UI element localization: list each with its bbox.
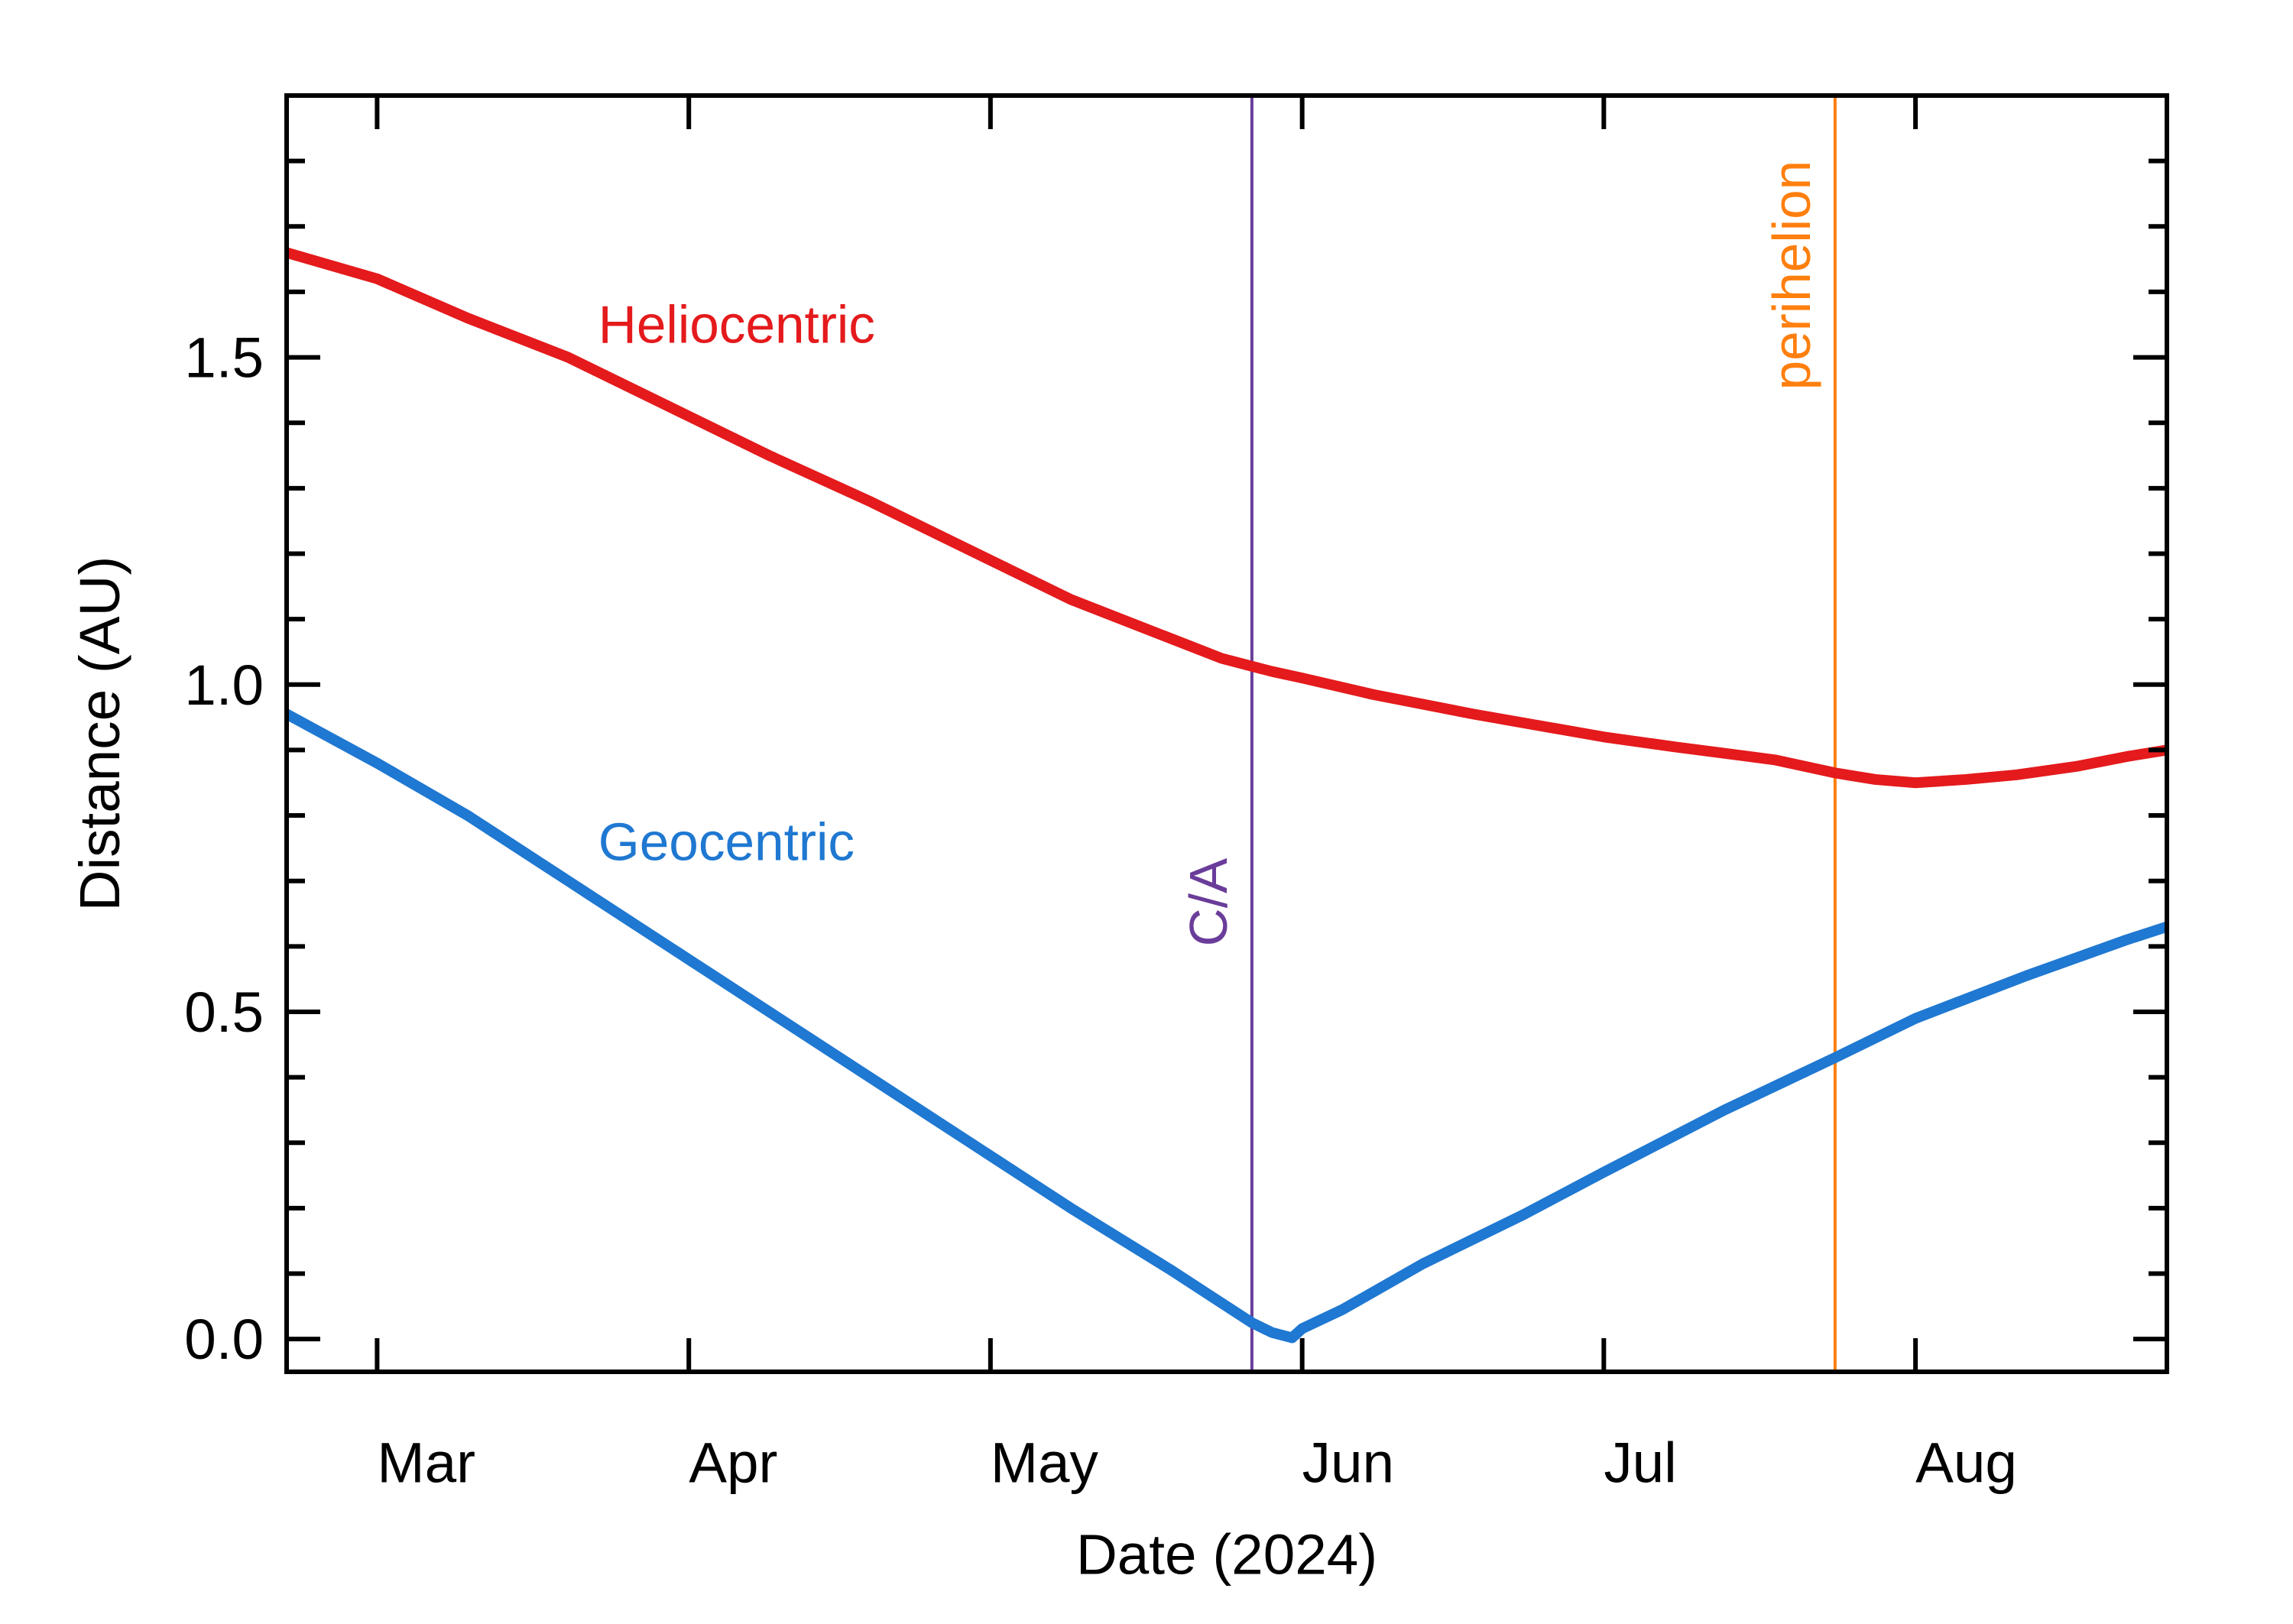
heliocentric-label: Heliocentric (598, 295, 875, 355)
x-tick-label: May (991, 1430, 1099, 1494)
perihelion-label: perihelion (1762, 160, 1821, 391)
y-tick-label: 1.0 (184, 653, 264, 717)
x-tick-label: Apr (689, 1430, 777, 1494)
distance-chart: Heliocentric Geocentric C/A perihelion Mar Ap… (0, 0, 2293, 1624)
x-tick-label: Aug (1915, 1430, 2017, 1494)
x-axis-label: Date (2024) (1076, 1522, 1377, 1586)
y-tick-label: 1.5 (184, 326, 264, 390)
closest-approach-label: C/A (1179, 857, 1238, 946)
y-tick-label: 0.5 (184, 980, 264, 1044)
chart-container: Heliocentric Geocentric C/A perihelion Mar Ap… (0, 0, 2293, 1624)
x-tick-label: Jun (1302, 1430, 1394, 1494)
x-tick-label: Mar (377, 1430, 475, 1494)
y-axis-label: Distance (AU) (67, 556, 131, 912)
y-tick-label: 0.0 (184, 1307, 264, 1371)
x-tick-label: Jul (1604, 1430, 1676, 1494)
geocentric-label: Geocentric (598, 812, 855, 871)
